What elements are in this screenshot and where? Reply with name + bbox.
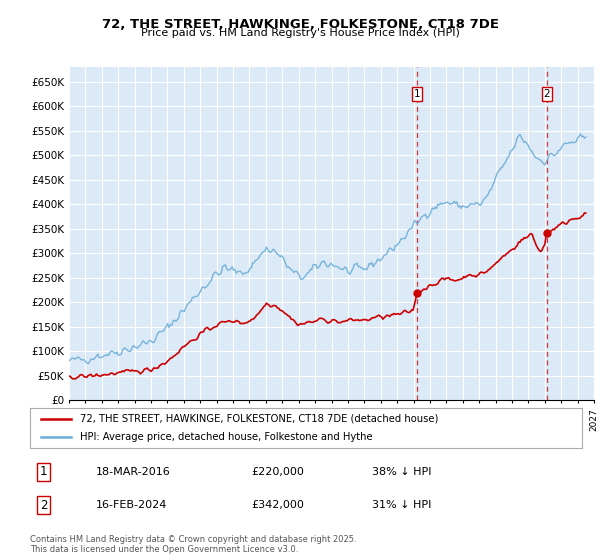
Text: 72, THE STREET, HAWKINGE, FOLKESTONE, CT18 7DE: 72, THE STREET, HAWKINGE, FOLKESTONE, CT… bbox=[101, 18, 499, 31]
Text: HPI: Average price, detached house, Folkestone and Hythe: HPI: Average price, detached house, Folk… bbox=[80, 432, 373, 442]
Text: 1: 1 bbox=[40, 465, 47, 478]
Text: 31% ↓ HPI: 31% ↓ HPI bbox=[372, 500, 431, 510]
Text: 72, THE STREET, HAWKINGE, FOLKESTONE, CT18 7DE (detached house): 72, THE STREET, HAWKINGE, FOLKESTONE, CT… bbox=[80, 414, 438, 423]
Text: 16-FEB-2024: 16-FEB-2024 bbox=[96, 500, 167, 510]
Text: Contains HM Land Registry data © Crown copyright and database right 2025.
This d: Contains HM Land Registry data © Crown c… bbox=[30, 535, 356, 554]
Text: 1: 1 bbox=[413, 89, 420, 99]
Text: £342,000: £342,000 bbox=[251, 500, 304, 510]
Text: 38% ↓ HPI: 38% ↓ HPI bbox=[372, 466, 432, 477]
Text: £220,000: £220,000 bbox=[251, 466, 304, 477]
Text: 2: 2 bbox=[544, 89, 550, 99]
Text: 2: 2 bbox=[40, 498, 47, 511]
Text: 18-MAR-2016: 18-MAR-2016 bbox=[96, 466, 171, 477]
Text: Price paid vs. HM Land Registry's House Price Index (HPI): Price paid vs. HM Land Registry's House … bbox=[140, 28, 460, 38]
